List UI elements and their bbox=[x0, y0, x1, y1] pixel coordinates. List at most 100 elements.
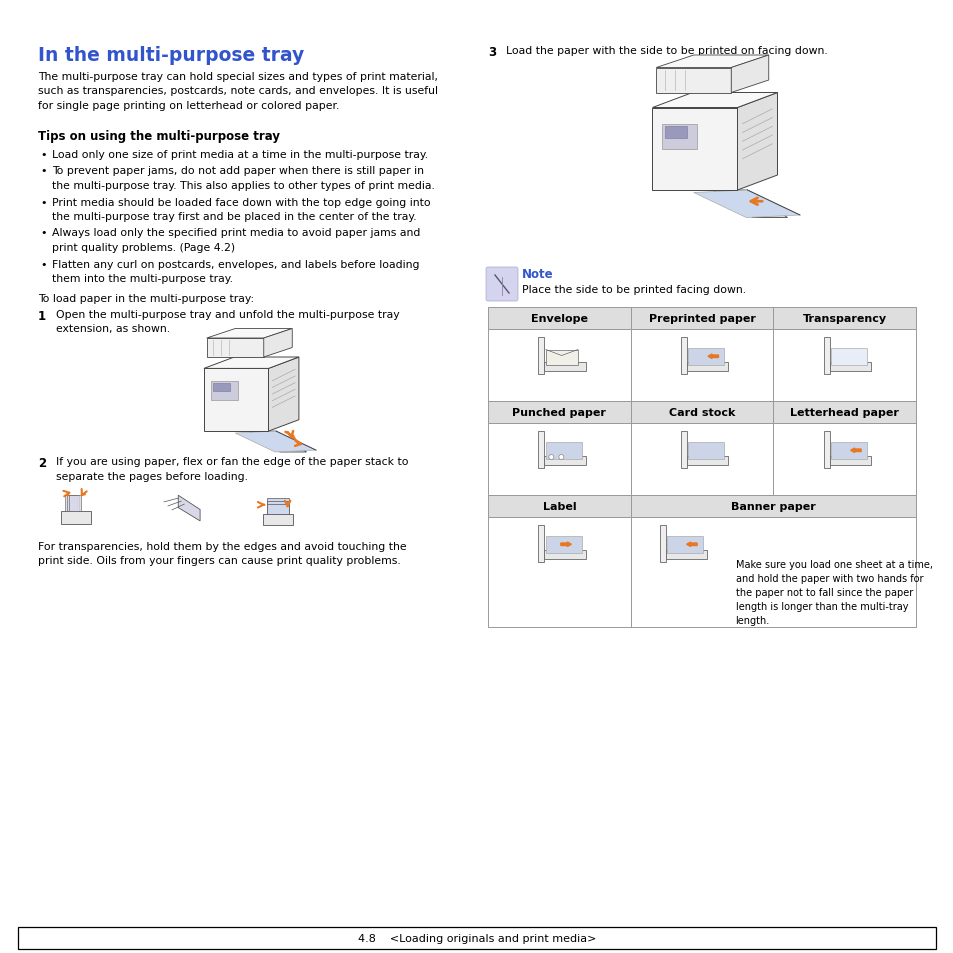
Text: The multi-purpose tray can hold special sizes and types of print material,
such : The multi-purpose tray can hold special … bbox=[38, 71, 437, 111]
Polygon shape bbox=[545, 537, 581, 553]
Text: Tips on using the multi-purpose tray: Tips on using the multi-purpose tray bbox=[38, 130, 280, 143]
Text: Banner paper: Banner paper bbox=[730, 501, 815, 512]
Polygon shape bbox=[61, 512, 91, 524]
Text: •: • bbox=[40, 259, 47, 269]
Polygon shape bbox=[267, 498, 289, 515]
Text: Load the paper with the side to be printed on facing down.: Load the paper with the side to be print… bbox=[505, 46, 827, 56]
Polygon shape bbox=[829, 456, 870, 465]
Polygon shape bbox=[537, 432, 544, 469]
Text: Card stock: Card stock bbox=[668, 408, 735, 417]
Text: To prevent paper jams, do not add paper when there is still paper in
the multi-p: To prevent paper jams, do not add paper … bbox=[52, 167, 435, 191]
Bar bbox=[630, 517, 915, 627]
Text: 2: 2 bbox=[38, 457, 46, 470]
Polygon shape bbox=[830, 442, 866, 459]
Polygon shape bbox=[263, 329, 292, 357]
Bar bbox=[773, 308, 915, 330]
Polygon shape bbox=[686, 362, 727, 371]
Polygon shape bbox=[680, 337, 686, 375]
Text: •: • bbox=[40, 229, 47, 238]
Polygon shape bbox=[656, 69, 731, 93]
Polygon shape bbox=[544, 362, 585, 371]
Polygon shape bbox=[731, 56, 768, 93]
Polygon shape bbox=[737, 93, 777, 191]
Circle shape bbox=[558, 455, 563, 460]
Text: •: • bbox=[40, 167, 47, 176]
Text: Punched paper: Punched paper bbox=[512, 408, 606, 417]
Polygon shape bbox=[267, 504, 289, 515]
Polygon shape bbox=[686, 456, 727, 465]
Text: 3: 3 bbox=[488, 46, 496, 59]
FancyArrow shape bbox=[686, 542, 697, 547]
Text: Note: Note bbox=[521, 268, 553, 281]
Bar bbox=[773, 423, 915, 496]
Polygon shape bbox=[544, 550, 585, 558]
FancyBboxPatch shape bbox=[485, 268, 517, 302]
Polygon shape bbox=[545, 442, 581, 459]
Polygon shape bbox=[267, 501, 289, 515]
Polygon shape bbox=[204, 369, 268, 432]
Polygon shape bbox=[830, 349, 866, 365]
Bar bbox=[630, 423, 773, 496]
Text: 4.8    <Loading originals and print media>: 4.8 <Loading originals and print media> bbox=[357, 933, 596, 943]
Text: Letterhead paper: Letterhead paper bbox=[789, 408, 898, 417]
Polygon shape bbox=[65, 496, 77, 512]
Polygon shape bbox=[656, 56, 768, 69]
FancyArrow shape bbox=[850, 449, 861, 453]
Bar bbox=[488, 423, 630, 496]
Polygon shape bbox=[212, 381, 238, 400]
Text: To load paper in the multi-purpose tray:: To load paper in the multi-purpose tray: bbox=[38, 294, 253, 303]
Polygon shape bbox=[652, 93, 777, 109]
Text: Make sure you load one sheet at a time,
and hold the paper with two hands for
th: Make sure you load one sheet at a time, … bbox=[735, 559, 931, 625]
Bar bbox=[18, 927, 935, 949]
Circle shape bbox=[548, 455, 554, 460]
Text: Place the side to be printed facing down.: Place the side to be printed facing down… bbox=[521, 285, 745, 294]
Polygon shape bbox=[537, 337, 544, 375]
Bar bbox=[488, 517, 630, 627]
Polygon shape bbox=[688, 349, 723, 365]
Polygon shape bbox=[829, 362, 870, 371]
Polygon shape bbox=[822, 337, 829, 375]
Bar bbox=[488, 330, 630, 401]
Polygon shape bbox=[664, 127, 687, 138]
Text: Print media should be loaded face down with the top edge going into
the multi-pu: Print media should be loaded face down w… bbox=[52, 197, 430, 222]
Polygon shape bbox=[661, 125, 697, 150]
Text: For transparencies, hold them by the edges and avoid touching the
print side. Oi: For transparencies, hold them by the edg… bbox=[38, 541, 406, 565]
Text: If you are using paper, flex or fan the edge of the paper stack to
separate the : If you are using paper, flex or fan the … bbox=[56, 457, 408, 481]
Bar bbox=[630, 330, 773, 401]
Text: Label: Label bbox=[542, 501, 576, 512]
Polygon shape bbox=[213, 383, 231, 392]
Polygon shape bbox=[545, 350, 578, 365]
Bar bbox=[630, 401, 773, 423]
Bar bbox=[773, 330, 915, 401]
Text: Envelope: Envelope bbox=[530, 314, 587, 324]
FancyArrow shape bbox=[707, 355, 718, 359]
Polygon shape bbox=[250, 432, 306, 453]
Text: Open the multi-purpose tray and unfold the multi-purpose tray
extension, as show: Open the multi-purpose tray and unfold t… bbox=[56, 309, 399, 334]
Text: Preprinted paper: Preprinted paper bbox=[648, 314, 755, 324]
Text: Transparency: Transparency bbox=[801, 314, 885, 324]
Text: Flatten any curl on postcards, envelopes, and labels before loading
them into th: Flatten any curl on postcards, envelopes… bbox=[52, 259, 419, 284]
Polygon shape bbox=[822, 432, 829, 469]
Polygon shape bbox=[659, 525, 665, 562]
Bar bbox=[630, 308, 773, 330]
Text: Load only one size of print media at a time in the multi-purpose tray.: Load only one size of print media at a t… bbox=[52, 150, 428, 160]
Polygon shape bbox=[207, 329, 292, 338]
Polygon shape bbox=[688, 442, 723, 459]
Polygon shape bbox=[67, 496, 79, 512]
Bar bbox=[488, 401, 630, 423]
Text: •: • bbox=[40, 150, 47, 160]
Text: 1: 1 bbox=[38, 309, 46, 322]
Polygon shape bbox=[69, 496, 81, 512]
Bar bbox=[630, 496, 915, 517]
Polygon shape bbox=[537, 525, 544, 562]
Polygon shape bbox=[235, 432, 315, 453]
Polygon shape bbox=[544, 456, 585, 465]
Text: In the multi-purpose tray: In the multi-purpose tray bbox=[38, 46, 304, 65]
Polygon shape bbox=[665, 550, 706, 558]
Polygon shape bbox=[268, 357, 298, 432]
Polygon shape bbox=[207, 338, 263, 357]
Bar bbox=[488, 496, 630, 517]
Polygon shape bbox=[178, 496, 200, 521]
Polygon shape bbox=[204, 357, 298, 369]
Polygon shape bbox=[712, 191, 786, 218]
